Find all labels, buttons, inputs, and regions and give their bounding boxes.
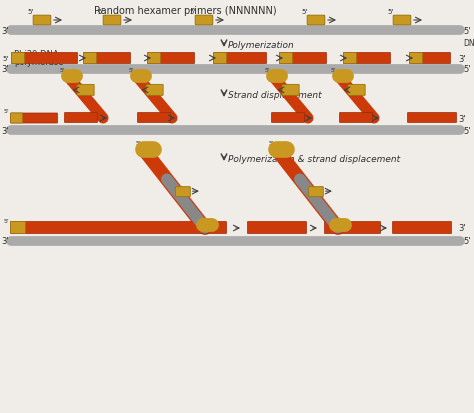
- FancyBboxPatch shape: [213, 53, 227, 64]
- Text: Random hexamer primers (NNNNNN): Random hexamer primers (NNNNNN): [94, 6, 276, 16]
- Text: 5': 5': [463, 65, 471, 74]
- FancyBboxPatch shape: [10, 222, 26, 234]
- Text: 5': 5': [60, 68, 65, 73]
- FancyBboxPatch shape: [83, 53, 130, 64]
- FancyBboxPatch shape: [195, 16, 213, 26]
- FancyBboxPatch shape: [64, 113, 98, 123]
- Text: 5': 5': [463, 26, 471, 36]
- FancyBboxPatch shape: [247, 222, 307, 234]
- FancyBboxPatch shape: [10, 114, 57, 124]
- Text: 5': 5': [136, 141, 141, 146]
- FancyBboxPatch shape: [137, 113, 171, 123]
- FancyBboxPatch shape: [308, 187, 323, 197]
- Text: 5': 5': [269, 141, 274, 146]
- FancyBboxPatch shape: [147, 53, 194, 64]
- Text: Polymerization: Polymerization: [228, 41, 295, 50]
- FancyBboxPatch shape: [344, 53, 356, 64]
- Text: 3': 3': [458, 224, 465, 233]
- FancyBboxPatch shape: [11, 53, 25, 64]
- FancyBboxPatch shape: [10, 222, 227, 234]
- FancyBboxPatch shape: [146, 85, 163, 96]
- Text: 5': 5': [331, 68, 337, 73]
- Text: 5': 5': [3, 56, 9, 62]
- FancyBboxPatch shape: [339, 113, 373, 123]
- FancyBboxPatch shape: [307, 16, 325, 26]
- FancyBboxPatch shape: [213, 53, 266, 64]
- Text: 3': 3': [1, 26, 9, 36]
- FancyBboxPatch shape: [348, 85, 365, 96]
- Text: Strand displacement: Strand displacement: [228, 91, 322, 100]
- FancyBboxPatch shape: [392, 222, 452, 234]
- FancyBboxPatch shape: [77, 85, 94, 96]
- Text: 5': 5': [129, 68, 135, 73]
- FancyBboxPatch shape: [393, 16, 411, 26]
- FancyBboxPatch shape: [410, 53, 450, 64]
- Text: 3': 3': [458, 114, 465, 123]
- Text: 5': 5': [98, 9, 104, 15]
- FancyBboxPatch shape: [147, 53, 161, 64]
- FancyBboxPatch shape: [33, 16, 51, 26]
- Text: DNA: DNA: [463, 39, 474, 48]
- Text: 3': 3': [1, 126, 9, 135]
- Text: 3': 3': [1, 65, 9, 74]
- Text: 5': 5': [463, 237, 471, 246]
- Text: 5': 5': [3, 109, 9, 114]
- FancyBboxPatch shape: [175, 187, 191, 197]
- FancyBboxPatch shape: [103, 16, 121, 26]
- Text: 5': 5': [28, 9, 34, 15]
- FancyBboxPatch shape: [280, 53, 327, 64]
- Text: 3': 3': [1, 237, 9, 246]
- Text: 5': 5': [265, 68, 271, 73]
- FancyBboxPatch shape: [272, 113, 304, 123]
- FancyBboxPatch shape: [408, 113, 456, 123]
- Text: 5': 5': [388, 9, 394, 15]
- FancyBboxPatch shape: [410, 53, 422, 64]
- FancyBboxPatch shape: [83, 53, 97, 64]
- Text: 3': 3': [458, 55, 465, 63]
- Text: Polymerization & strand displacement: Polymerization & strand displacement: [228, 155, 400, 164]
- Text: 5': 5': [302, 9, 308, 15]
- Text: 5': 5': [3, 218, 9, 223]
- FancyBboxPatch shape: [280, 53, 292, 64]
- FancyBboxPatch shape: [344, 53, 391, 64]
- Text: Phi29 DNA: Phi29 DNA: [14, 50, 59, 59]
- Text: 5': 5': [190, 9, 196, 15]
- Text: 5': 5': [463, 126, 471, 135]
- FancyBboxPatch shape: [325, 222, 381, 234]
- Text: polymerase: polymerase: [14, 58, 64, 67]
- FancyBboxPatch shape: [11, 53, 78, 64]
- FancyBboxPatch shape: [10, 114, 22, 124]
- FancyBboxPatch shape: [282, 85, 299, 96]
